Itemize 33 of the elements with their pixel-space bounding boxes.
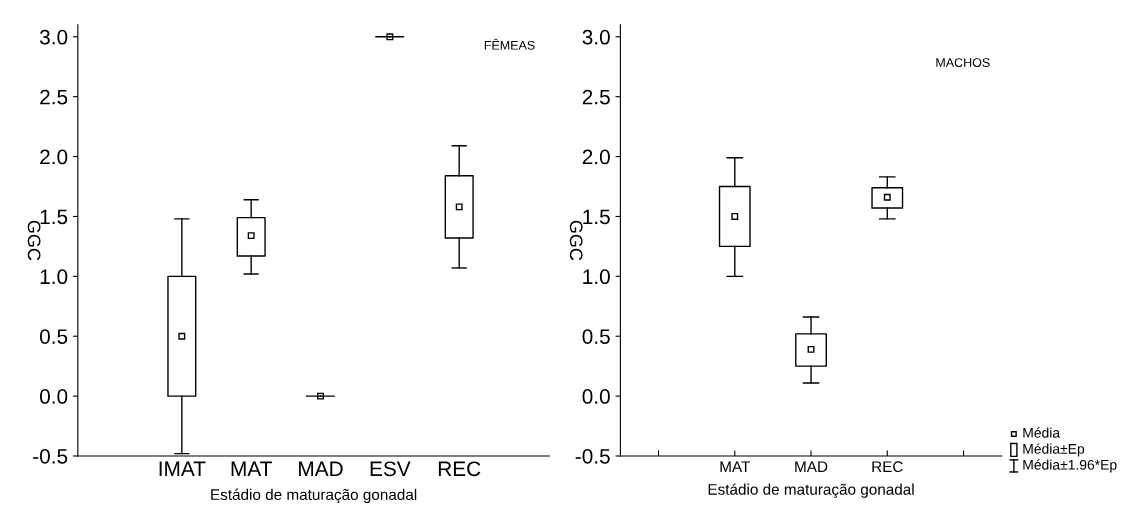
text: Média±Ep <box>1023 443 1085 457</box>
y-tick-label: 1.5 <box>40 209 68 225</box>
y-tick-label: 0.5 <box>582 329 610 344</box>
x-tick-label: MAD <box>299 461 343 476</box>
y-axis-title: GGC <box>569 220 583 261</box>
x-axis-title: Estádio de maturação gonadal <box>708 483 914 498</box>
y-tick-label: 2.5 <box>582 89 610 105</box>
text: Média <box>1023 427 1061 438</box>
y-tick-label: -0.5 <box>575 449 610 464</box>
y-axis-title: GGC <box>27 220 41 261</box>
y-tick-label: 0.5 <box>39 329 68 344</box>
y-tick-label: 1.5 <box>583 209 610 225</box>
x-tick-label: MAT <box>231 461 272 476</box>
y-tick-label: 1.0 <box>40 269 68 285</box>
x-tick-label: REC <box>872 461 903 473</box>
text: MACHOS <box>936 58 990 67</box>
x-tick-label: MAD <box>795 461 828 472</box>
x-tick-label: IMAT <box>159 461 206 476</box>
x-tick-label: MAT <box>720 461 750 472</box>
x-axis-title: Estádio de maturação gonadal <box>211 488 417 504</box>
y-tick-label: 1.0 <box>583 269 610 285</box>
y-tick-label: 2.0 <box>40 149 68 165</box>
x-tick-label: REC <box>438 461 481 477</box>
x-tick-label: ESV <box>370 461 411 477</box>
text: FÊMEAS <box>484 38 535 50</box>
y-tick-label: -0.5 <box>33 449 68 464</box>
text: Média±1.96*Ep <box>1023 459 1117 473</box>
y-tick-label: 3.0 <box>39 29 68 45</box>
y-tick-label: 0.0 <box>582 389 610 404</box>
y-tick-label: 3.0 <box>582 29 610 45</box>
y-tick-label: 0.0 <box>39 389 68 404</box>
y-tick-label: 2.0 <box>582 149 610 165</box>
y-tick-label: 2.5 <box>40 89 68 105</box>
